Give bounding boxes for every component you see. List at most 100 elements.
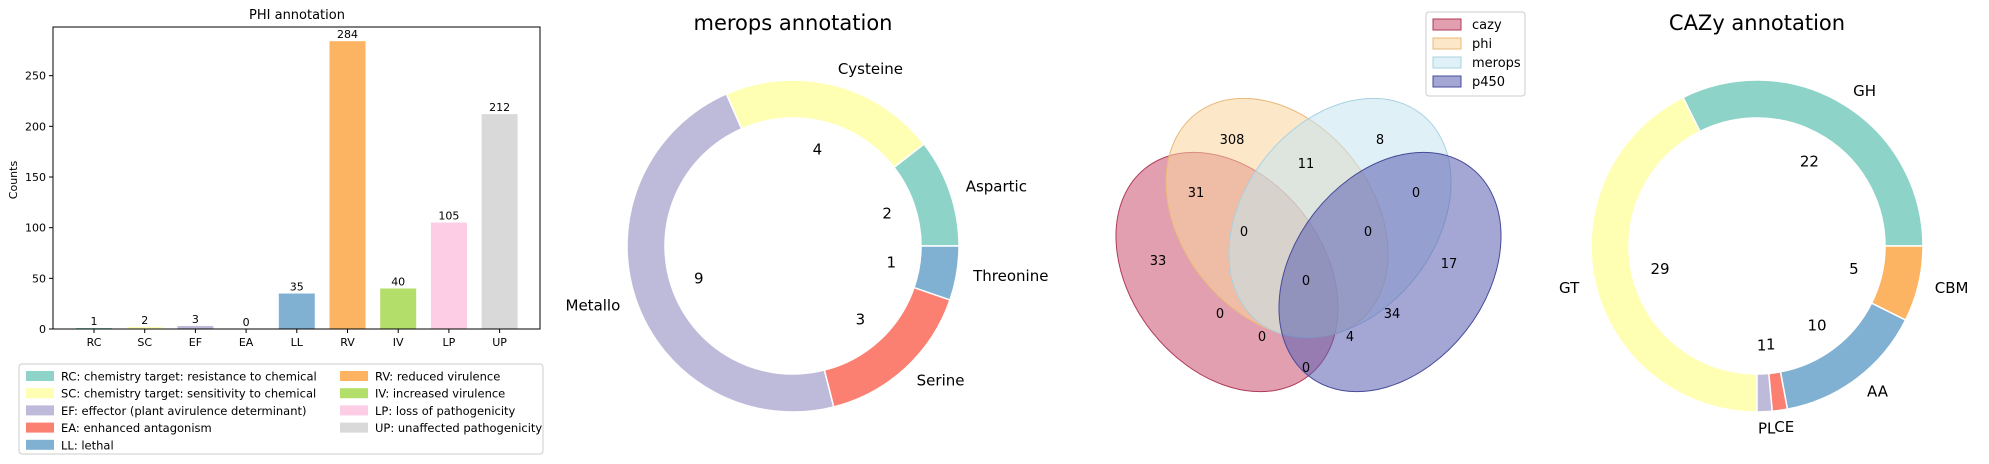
venn-legend-swatch-phi bbox=[1432, 37, 1462, 50]
cazy-value-gh: 22 bbox=[1800, 152, 1819, 170]
phi-bar-lp bbox=[430, 222, 467, 329]
venn-label-cazy-merops-p450: 0 bbox=[1302, 361, 1310, 376]
phi-bar-value-sc: 2 bbox=[141, 314, 148, 327]
venn-legend-label-phi: phi bbox=[1472, 37, 1492, 52]
phi-legend-swatch-up bbox=[340, 422, 368, 433]
cazy-chart-title: CAZy annotation bbox=[1669, 11, 1845, 35]
venn-legend-label-merops: merops bbox=[1472, 56, 1521, 71]
phi-legend-label-rv: RV: reduced virulence bbox=[375, 370, 500, 384]
phi-bar-value-ef: 3 bbox=[192, 313, 199, 326]
cazy-value-pl: 1 bbox=[1757, 336, 1767, 354]
venn-legend: cazy phi merops p450 bbox=[1425, 11, 1526, 97]
phi-bar-value-rc: 1 bbox=[91, 315, 98, 328]
venn-label-phi-merops-p450: 0 bbox=[1364, 225, 1372, 240]
cazy-slice-cbm bbox=[1870, 245, 1924, 321]
phi-y-tick-label: 150 bbox=[25, 171, 46, 184]
phi-chart-title: PHI annotation bbox=[249, 8, 345, 23]
venn-region-labels: 33 308 8 17 31 11 0 0 0 34 0 0 0 4 0 bbox=[1150, 133, 1458, 376]
phi-x-tick-label-rc: RC bbox=[87, 336, 102, 349]
phi-legend-swatch-ef bbox=[26, 405, 54, 416]
phi-legend-swatch-rc bbox=[26, 371, 54, 381]
phi-bar-iv bbox=[380, 288, 417, 329]
cazy-label-pl: PL bbox=[1758, 419, 1776, 437]
phi-legend-label-lp: LP: loss of pathogenicity bbox=[375, 404, 516, 418]
merops-label-threonine: Threonine bbox=[972, 267, 1048, 285]
merops-value-metallo: 9 bbox=[694, 269, 704, 287]
phi-legend-label-rc: RC: chemistry target: resistance to chem… bbox=[61, 370, 317, 384]
phi-y-axis-label: Counts bbox=[7, 161, 20, 200]
phi-bar-rc bbox=[76, 327, 112, 329]
phi-x-tick-label-up: UP bbox=[492, 336, 507, 349]
venn-legend-swatch-merops bbox=[1432, 56, 1462, 69]
phi-bar-chart: PHI annotation Counts 0 50 100 150 200 250 1 RC… bbox=[7, 8, 544, 455]
phi-bar-sc bbox=[126, 326, 163, 329]
venn-legend-box bbox=[1425, 11, 1526, 97]
phi-x-tick-label-sc: SC bbox=[137, 336, 152, 349]
cazy-label-gt: GT bbox=[1559, 279, 1580, 297]
merops-value-serine: 3 bbox=[856, 310, 866, 328]
phi-legend-swatch-ll bbox=[26, 439, 54, 450]
phi-bar-value-lp: 105 bbox=[438, 210, 459, 223]
venn-label-cazy-phi-merops: 0 bbox=[1240, 225, 1248, 240]
venn-label-cazy-only: 33 bbox=[1150, 254, 1167, 269]
merops-chart-title: merops annotation bbox=[693, 11, 892, 35]
venn-label-merops-only: 8 bbox=[1376, 133, 1384, 148]
phi-x-tick-label-ea: EA bbox=[239, 336, 254, 349]
merops-label-metallo: Metallo bbox=[566, 296, 621, 314]
venn-legend-swatch-cazy bbox=[1432, 18, 1462, 31]
merops-slice-cysteine bbox=[725, 79, 926, 169]
cazy-label-aa: AA bbox=[1867, 383, 1889, 401]
phi-legend-swatch-iv bbox=[340, 388, 368, 399]
cazy-label-ce: CE bbox=[1774, 418, 1794, 436]
venn-label-merops-p450: 0 bbox=[1412, 186, 1420, 201]
phi-bar-value-ll: 35 bbox=[290, 281, 304, 294]
venn-legend-label-cazy: cazy bbox=[1472, 18, 1502, 33]
phi-bar-value-ea: 0 bbox=[243, 316, 250, 329]
venn-label-phi-p450: 34 bbox=[1384, 307, 1401, 322]
venn-label-p450-only: 17 bbox=[1441, 257, 1458, 272]
venn-label-cazy-phi-p450: 4 bbox=[1346, 330, 1354, 345]
venn-legend-swatch-p450 bbox=[1432, 75, 1462, 88]
phi-plot-frame bbox=[52, 26, 541, 330]
cazy-value-aa: 10 bbox=[1807, 316, 1826, 334]
phi-y-tick-label: 100 bbox=[25, 222, 46, 235]
phi-legend-label-ef: EF: effector (plant avirulence determina… bbox=[61, 404, 307, 418]
cazy-label-gh: GH bbox=[1853, 82, 1876, 100]
cazy-slice-gt bbox=[1590, 96, 1758, 413]
venn-label-all-four: 0 bbox=[1302, 274, 1310, 289]
venn-diagram: 33 308 8 17 31 11 0 0 0 34 0 0 0 4 0 caz… bbox=[1115, 11, 1526, 393]
phi-bar-value-up: 212 bbox=[489, 101, 510, 114]
phi-legend-label-ll: LL: lethal bbox=[61, 438, 114, 452]
venn-label-cazy-merops: 0 bbox=[1216, 307, 1224, 322]
venn-label-cazy-p450: 0 bbox=[1258, 330, 1266, 345]
cazy-value-ce: 1 bbox=[1766, 336, 1776, 354]
phi-bar-up bbox=[481, 114, 518, 330]
merops-value-threonine: 1 bbox=[886, 253, 896, 271]
phi-x-tick-label-iv: IV bbox=[393, 336, 404, 349]
venn-set-p450 bbox=[1278, 151, 1502, 393]
phi-legend-swatch-ea bbox=[26, 422, 54, 433]
phi-bar-ll bbox=[278, 293, 315, 329]
phi-legend-swatch-lp bbox=[340, 405, 368, 416]
venn-ellipses bbox=[1115, 97, 1502, 393]
phi-y-tick-label: 50 bbox=[32, 272, 46, 285]
merops-slice-threonine bbox=[913, 245, 960, 301]
phi-y-tick-label: 200 bbox=[25, 120, 46, 133]
merops-value-cysteine: 4 bbox=[813, 140, 823, 158]
phi-bar-rv bbox=[329, 41, 366, 329]
venn-label-phi-merops: 11 bbox=[1298, 157, 1315, 172]
phi-bar-value-iv: 40 bbox=[391, 275, 405, 288]
merops-slice-metallo bbox=[626, 92, 835, 413]
phi-x-tick-label-rv: RV bbox=[340, 336, 355, 349]
phi-x-tick-label-lp: LP bbox=[443, 336, 456, 349]
venn-label-cazy-phi: 31 bbox=[1188, 186, 1205, 201]
cazy-value-gt: 29 bbox=[1650, 260, 1669, 278]
venn-legend-label-p450: p450 bbox=[1472, 75, 1505, 90]
phi-bar-ef bbox=[177, 325, 214, 329]
cazy-donut-chart: CAZy annotation GH 22 GT 29 PL 1 CE 1 AA 10 CBM 5 bbox=[1559, 11, 1968, 437]
merops-label-cysteine: Cysteine bbox=[838, 60, 903, 78]
phi-legend-label-sc: SC: chemistry target: sensitivity to che… bbox=[61, 387, 316, 401]
phi-y-tick-label: 0 bbox=[39, 323, 46, 336]
phi-legend-label-ea: EA: enhanced antagonism bbox=[61, 421, 212, 435]
phi-legend-swatch-sc bbox=[26, 388, 54, 399]
